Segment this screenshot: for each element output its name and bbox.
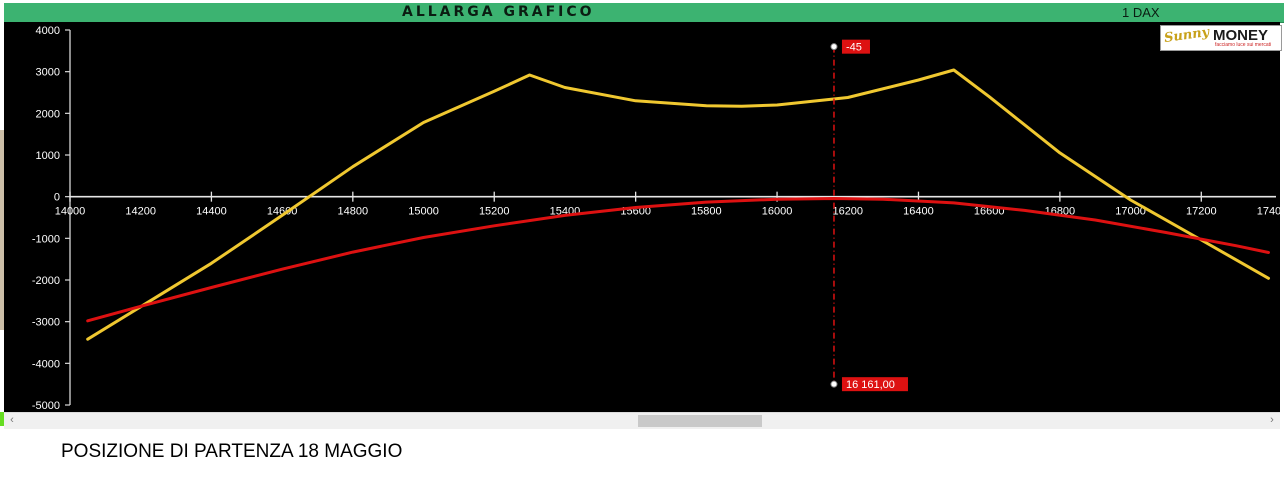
x-tick-label: 15200 <box>479 206 510 218</box>
payoff-chart[interactable]: 4000 3000 2000 1000 0 -1000 -2000 -3000 -4000 -50… <box>4 22 1287 412</box>
logo-script: Sunny <box>1163 24 1211 47</box>
x-tick-label: 16200 <box>832 206 863 218</box>
green-marker <box>0 412 4 426</box>
x-tick-label: 16400 <box>903 206 934 218</box>
x-tick-label: 14200 <box>125 206 156 218</box>
cursor-value-label: -45 <box>846 42 862 54</box>
y-tick-label: -3000 <box>32 317 60 329</box>
x-tick-label: 14800 <box>338 206 369 218</box>
scroll-right-icon[interactable]: › <box>1270 414 1274 426</box>
x-tick-label: 15800 <box>691 206 722 218</box>
y-tick-label: -5000 <box>32 400 60 412</box>
expiry-payoff-line <box>86 68 1270 341</box>
cursor-top-handle <box>830 43 838 51</box>
today-payoff-line <box>86 197 1270 323</box>
cursor-bottom-handle <box>830 380 838 388</box>
payoff-chart-area[interactable]: 4000 3000 2000 1000 0 -1000 -2000 -3000 -4000 -50… <box>4 22 1287 412</box>
y-tick-label: -1000 <box>32 233 60 245</box>
y-tick-label: 3000 <box>36 67 60 79</box>
y-tick-label: 4000 <box>36 25 60 37</box>
logo-word: MONEY <box>1213 27 1269 44</box>
x-tick-label: 17400 <box>1257 206 1280 218</box>
x-tick-label: 17200 <box>1186 206 1217 218</box>
header-bar: ALLARGA GRAFICO 1 DAX <box>4 3 1284 23</box>
x-tick-label: 16000 <box>762 206 793 218</box>
scroll-left-icon[interactable]: ‹ <box>10 414 14 426</box>
cursor-x-label: 16 161,00 <box>846 379 895 391</box>
horizontal-scrollbar[interactable]: ‹ › <box>4 412 1280 429</box>
x-tick-label: 14400 <box>196 206 227 218</box>
instrument-label: 1 DAX <box>1122 5 1160 20</box>
x-tick-label: 15000 <box>408 206 439 218</box>
cursor-value-badge <box>841 39 870 54</box>
cursor-x-badge <box>841 377 908 392</box>
y-tick-label: 2000 <box>36 108 60 120</box>
y-tick-label: -4000 <box>32 358 60 370</box>
y-tick-label: 0 <box>54 192 60 204</box>
y-tick-label: -2000 <box>32 275 60 287</box>
x-tick-label: 17000 <box>1115 206 1146 218</box>
left-edge-strip <box>0 130 4 330</box>
enlarge-chart-button[interactable]: ALLARGA GRAFICO <box>402 4 595 20</box>
scroll-thumb[interactable] <box>638 415 762 427</box>
y-tick-label: 1000 <box>36 150 60 162</box>
chart-caption: POSIZIONE DI PARTENZA 18 MAGGIO <box>61 441 403 462</box>
logo-tagline: facciamo luce sui mercati <box>1215 42 1272 48</box>
x-tick-label: 14000 <box>55 206 86 218</box>
sunny-money-logo: Sunny MONEY facciamo luce sui mercati <box>1160 25 1282 51</box>
